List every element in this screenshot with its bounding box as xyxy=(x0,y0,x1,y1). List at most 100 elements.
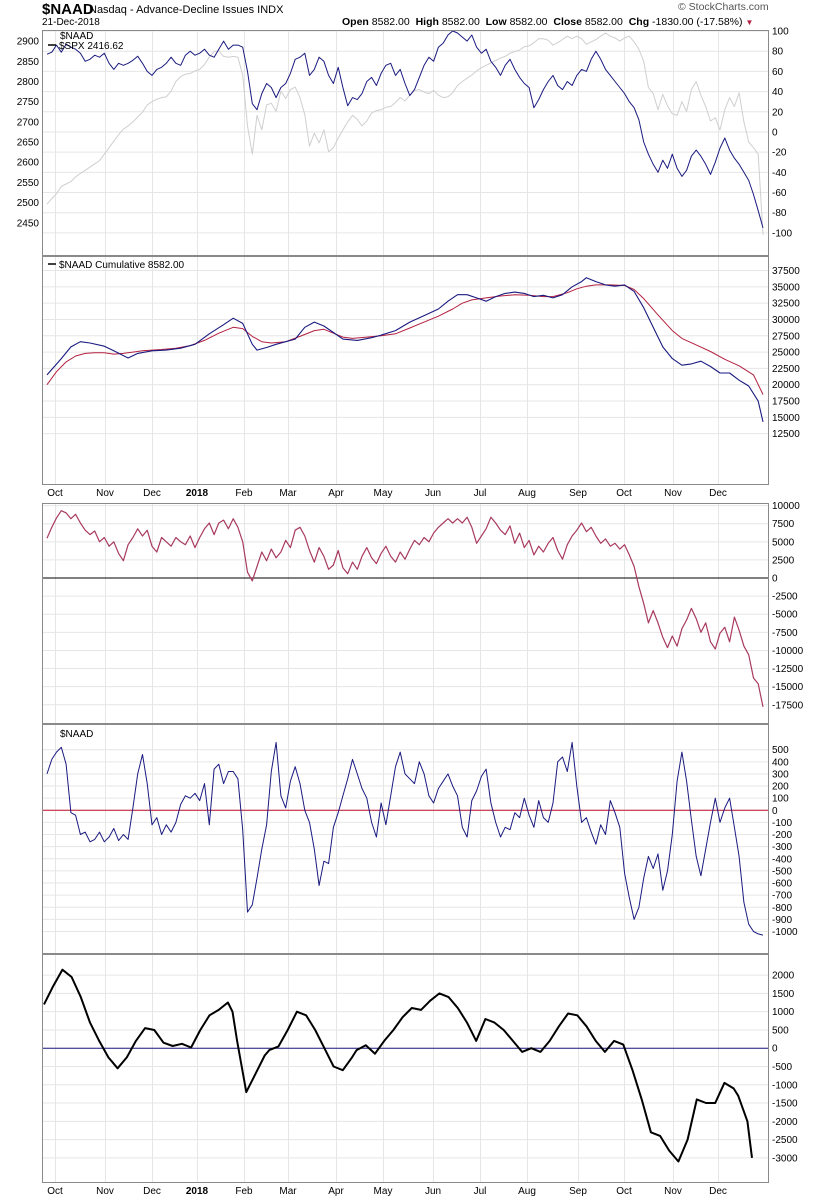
osc3-line xyxy=(43,968,753,1163)
osc1-line xyxy=(46,510,764,708)
left-tick-0-7: 2800 xyxy=(17,77,40,88)
right-tick-3-6: -100 xyxy=(772,818,792,829)
right-tick-2-8: -10000 xyxy=(772,646,804,657)
x-label-upper-11: Sep xyxy=(569,488,587,499)
left-tick-0-3: 2600 xyxy=(17,158,40,169)
left-tick-0-5: 2700 xyxy=(17,117,40,128)
x-label-upper-3: 2018 xyxy=(186,488,209,499)
right-tick-3-8: -300 xyxy=(772,842,792,853)
left-tick-0-1: 2500 xyxy=(17,198,40,209)
low-value: 8582.00 xyxy=(509,16,548,28)
right-tick-4-1: 1500 xyxy=(772,989,795,1000)
right-tick-1-8: 17500 xyxy=(772,397,800,408)
cumulative-line xyxy=(46,277,764,423)
down-arrow-icon: ▼ xyxy=(745,18,754,27)
x-label-lower-1: Nov xyxy=(96,1186,114,1197)
x-label-upper-0: Oct xyxy=(47,488,63,499)
right-tick-4-2: 1000 xyxy=(772,1007,795,1018)
right-tick-3-10: -500 xyxy=(772,866,792,877)
left-tick-0-8: 2850 xyxy=(17,57,40,68)
x-label-lower-11: Sep xyxy=(569,1186,587,1197)
panel-frame-1 xyxy=(42,256,769,485)
legend-osc2: $NAAD xyxy=(60,729,93,740)
x-label-lower-10: Aug xyxy=(518,1186,536,1197)
right-tick-1-7: 20000 xyxy=(772,380,800,391)
right-tick-2-7: -7500 xyxy=(772,628,798,639)
right-tick-3-12: -700 xyxy=(772,891,792,902)
right-tick-1-9: 15000 xyxy=(772,413,800,424)
right-tick-2-9: -12500 xyxy=(772,664,804,675)
right-tick-3-1: 400 xyxy=(772,757,789,768)
right-tick-2-0: 10000 xyxy=(772,501,800,512)
right-tick-0-2: 60 xyxy=(772,67,784,78)
x-label-lower-8: Jun xyxy=(425,1186,441,1197)
right-tick-3-2: 300 xyxy=(772,769,789,780)
x-label-lower-5: Mar xyxy=(279,1186,297,1197)
right-tick-2-6: -5000 xyxy=(772,610,798,621)
legend-spx: $SPX 2416.62 xyxy=(59,41,124,52)
panel-frame-0 xyxy=(42,30,769,256)
x-label-lower-0: Oct xyxy=(47,1186,63,1197)
x-label-upper-7: May xyxy=(374,488,393,499)
right-tick-1-6: 22500 xyxy=(772,364,800,375)
panel-frame-3 xyxy=(42,724,769,954)
naad-line xyxy=(46,30,764,229)
x-label-upper-4: Feb xyxy=(235,488,253,499)
right-tick-4-4: 0 xyxy=(772,1044,778,1055)
right-tick-0-7: -40 xyxy=(772,168,787,179)
chg-label: Chg xyxy=(628,16,650,28)
left-tick-0-4: 2650 xyxy=(17,138,40,149)
left-tick-0-9: 2900 xyxy=(17,37,40,48)
high-label: High xyxy=(415,16,439,28)
right-tick-3-11: -600 xyxy=(772,879,792,890)
panel-frame-4 xyxy=(42,954,769,1183)
high-value: 8582.00 xyxy=(441,16,480,28)
x-label-lower-4: Feb xyxy=(235,1186,253,1197)
right-tick-3-3: 200 xyxy=(772,782,789,793)
symbol-title: $NAAD xyxy=(42,1,94,18)
x-label-lower-14: Dec xyxy=(709,1186,727,1197)
x-label-lower-6: Apr xyxy=(328,1186,344,1197)
right-tick-3-14: -900 xyxy=(772,915,792,926)
cumulative-ma-line xyxy=(46,284,764,395)
x-label-upper-9: Jul xyxy=(474,488,487,499)
right-tick-0-8: -60 xyxy=(772,188,787,199)
stockcharts-logo[interactable]: © StockCharts.com xyxy=(678,1,769,13)
x-label-lower-7: May xyxy=(374,1186,393,1197)
legend-cumulative: $NAAD Cumulative 8582.00 xyxy=(59,260,185,271)
x-label-upper-13: Nov xyxy=(664,488,682,499)
chart-date: 21-Dec-2018 xyxy=(42,17,100,28)
right-tick-2-10: -15000 xyxy=(772,682,804,693)
ohlc-readout: Open 8582.00 High 8582.00 Low 8582.00 Cl… xyxy=(342,16,753,28)
x-label-upper-5: Mar xyxy=(279,488,297,499)
x-label-upper-8: Jun xyxy=(425,488,441,499)
left-tick-0-2: 2550 xyxy=(17,178,40,189)
right-tick-1-4: 27500 xyxy=(772,331,800,342)
x-label-upper-1: Nov xyxy=(96,488,114,499)
chg-value: -1830.00 (-17.58%) xyxy=(652,16,743,28)
close-label: Close xyxy=(553,16,582,28)
right-tick-1-1: 35000 xyxy=(772,282,800,293)
close-value: 8582.00 xyxy=(584,16,623,28)
x-label-upper-10: Aug xyxy=(518,488,536,499)
x-label-lower-9: Jul xyxy=(474,1186,487,1197)
right-tick-4-5: -500 xyxy=(772,1062,792,1073)
right-tick-3-13: -800 xyxy=(772,903,792,914)
right-tick-3-4: 100 xyxy=(772,794,789,805)
right-tick-1-0: 37500 xyxy=(772,266,800,277)
right-tick-2-5: -2500 xyxy=(772,592,798,603)
right-tick-1-2: 32500 xyxy=(772,299,800,310)
right-tick-4-9: -2500 xyxy=(772,1135,798,1146)
x-label-lower-13: Nov xyxy=(664,1186,682,1197)
left-tick-0-0: 2450 xyxy=(17,218,40,229)
right-tick-0-9: -80 xyxy=(772,208,787,219)
x-label-lower-2: Dec xyxy=(143,1186,161,1197)
right-tick-3-7: -200 xyxy=(772,830,792,841)
low-label: Low xyxy=(485,16,507,28)
right-tick-2-3: 2500 xyxy=(772,555,795,566)
right-tick-1-10: 12500 xyxy=(772,429,800,440)
right-tick-4-0: 2000 xyxy=(772,971,795,982)
right-tick-2-4: 0 xyxy=(772,574,778,585)
right-tick-0-10: -100 xyxy=(772,228,792,239)
